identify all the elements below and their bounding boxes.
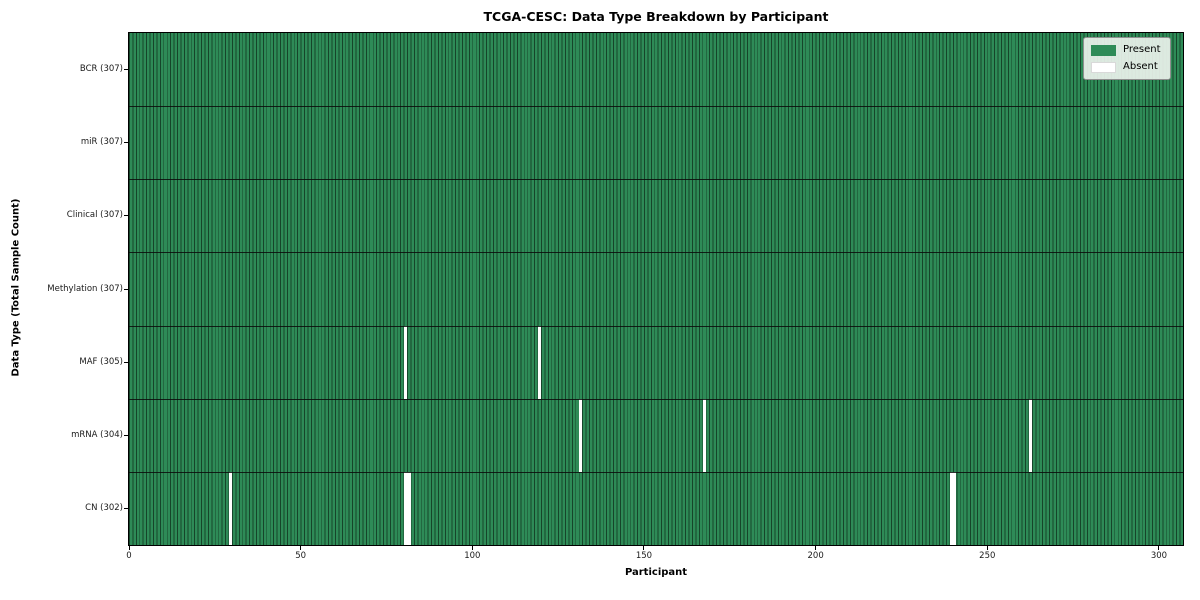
- y-axis-tick-label: miR (307): [80, 137, 123, 148]
- x-axis-tick-label: 50: [295, 551, 307, 561]
- absent-cell: [404, 325, 408, 399]
- absent-cell: [404, 471, 408, 545]
- heatmap-row-CN: [129, 471, 1183, 545]
- heatmap-row-Clinical: [129, 179, 1183, 253]
- x-axis-tick-label: 300: [1150, 551, 1168, 561]
- x-axis-tick-mark: [471, 546, 473, 550]
- row-separator: [129, 252, 1183, 254]
- y-axis-tick-label: CN (302): [85, 502, 123, 513]
- x-axis-tick-mark: [815, 546, 817, 550]
- absent-cell: [949, 471, 953, 545]
- x-axis-tick-label: 0: [126, 551, 132, 561]
- row-separator: [129, 179, 1183, 181]
- x-axis-tick-mark: [300, 546, 302, 550]
- y-axis-label: Data Type (Total Sample Count): [10, 198, 22, 377]
- x-axis-label: Participant: [624, 567, 688, 578]
- x-axis-tick-mark: [643, 546, 645, 550]
- absent-cell: [702, 398, 706, 472]
- x-axis-tick-label: 200: [807, 551, 824, 561]
- absent-cell: [579, 398, 583, 472]
- x-axis-tick-mark: [128, 546, 130, 550]
- heatmap-row-mRNA: [129, 398, 1183, 472]
- absent-cell: [953, 471, 957, 545]
- chart-title: TCGA-CESC: Data Type Breakdown by Partic…: [483, 9, 829, 24]
- y-axis-tick-label: BCR (307): [79, 64, 123, 75]
- y-axis-tick-mark: [124, 507, 128, 509]
- legend-item-absent: Absent: [1091, 61, 1161, 73]
- row-separator: [129, 471, 1183, 473]
- absent-cell: [228, 471, 232, 545]
- legend-label: Absent: [1123, 61, 1158, 72]
- present-swatch-icon: [1091, 44, 1116, 56]
- y-axis-tick-mark: [124, 361, 128, 363]
- heatmap-row-miR: [129, 106, 1183, 180]
- y-axis-tick-mark: [124, 288, 128, 290]
- y-axis-tick-label: Methylation (307): [47, 283, 123, 294]
- legend-label: Present: [1123, 44, 1161, 55]
- absent-swatch-icon: [1091, 61, 1116, 73]
- absent-cell: [537, 325, 541, 399]
- x-axis-tick-mark: [1158, 546, 1160, 550]
- x-axis-tick-label: 250: [979, 551, 996, 561]
- y-axis-tick-label: Clinical (307): [66, 210, 123, 221]
- absent-cell: [407, 471, 411, 545]
- x-axis-tick-label: 150: [635, 551, 653, 561]
- row-separator: [129, 398, 1183, 400]
- y-axis-tick-label: MAF (305): [79, 356, 123, 367]
- legend: Present Absent: [1083, 37, 1171, 80]
- heatmap-row-MAF: [129, 325, 1183, 399]
- y-axis-tick-label: mRNA (304): [71, 429, 123, 440]
- y-axis-tick-mark: [124, 434, 128, 436]
- row-separator: [129, 325, 1183, 327]
- absent-cell: [1028, 398, 1032, 472]
- heatmap-row-BCR: [129, 33, 1183, 107]
- x-axis-tick-mark: [986, 546, 988, 550]
- row-separator: [129, 106, 1183, 108]
- heatmap-row-Methylation: [129, 252, 1183, 326]
- legend-item-present: Present: [1091, 44, 1161, 56]
- y-axis-tick-mark: [124, 215, 128, 217]
- y-axis-tick-mark: [124, 142, 128, 144]
- y-axis-tick-mark: [124, 69, 128, 71]
- x-axis-tick-label: 100: [464, 551, 481, 561]
- plot-area: [129, 33, 1183, 545]
